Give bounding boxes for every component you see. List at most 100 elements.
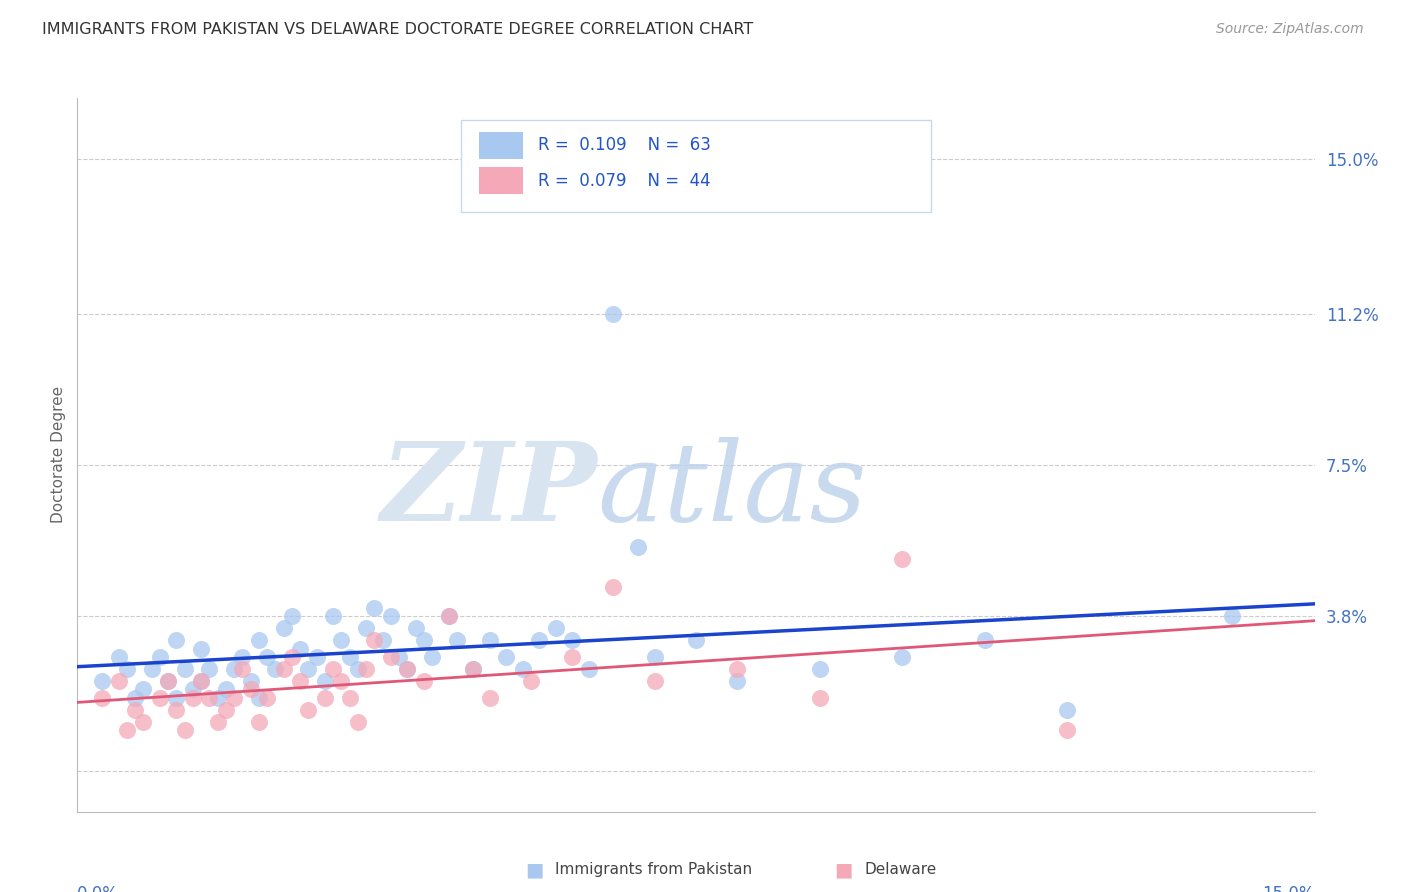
Point xyxy=(1056,703,1078,717)
Point xyxy=(288,641,311,656)
Point xyxy=(207,714,229,729)
Point xyxy=(396,662,419,676)
Point xyxy=(165,633,187,648)
Text: 0.0%: 0.0% xyxy=(77,885,120,892)
Point xyxy=(561,633,583,648)
Point xyxy=(512,662,534,676)
Point xyxy=(396,662,419,676)
Point xyxy=(354,662,377,676)
Point xyxy=(124,703,146,717)
Point xyxy=(437,609,460,624)
Point xyxy=(412,633,434,648)
Point xyxy=(207,690,229,705)
Text: ■: ■ xyxy=(834,860,853,880)
Text: ZIP: ZIP xyxy=(381,437,598,544)
Point xyxy=(141,662,163,676)
Point xyxy=(297,703,319,717)
Point xyxy=(198,690,221,705)
Point xyxy=(222,662,245,676)
Point xyxy=(346,662,368,676)
Point xyxy=(247,690,270,705)
Point xyxy=(363,600,385,615)
Point xyxy=(1220,609,1243,624)
Point xyxy=(281,649,304,664)
Point xyxy=(602,581,624,595)
Point xyxy=(107,674,129,689)
Point xyxy=(165,690,187,705)
Point xyxy=(190,674,212,689)
Point xyxy=(330,633,353,648)
Point xyxy=(388,649,411,664)
Point xyxy=(405,621,427,635)
FancyBboxPatch shape xyxy=(461,120,931,212)
Point xyxy=(478,690,501,705)
Point xyxy=(107,649,129,664)
Point xyxy=(544,621,567,635)
Point xyxy=(157,674,180,689)
Point xyxy=(173,723,195,738)
Point xyxy=(215,703,238,717)
Point xyxy=(578,662,600,676)
Point xyxy=(644,649,666,664)
Point xyxy=(288,674,311,689)
Point xyxy=(115,723,138,738)
Point xyxy=(115,662,138,676)
Point xyxy=(685,633,707,648)
Text: Source: ZipAtlas.com: Source: ZipAtlas.com xyxy=(1216,22,1364,37)
Point xyxy=(124,690,146,705)
Point xyxy=(247,714,270,729)
Point xyxy=(239,682,262,697)
Point xyxy=(627,540,650,554)
Point xyxy=(495,649,517,664)
Point xyxy=(264,662,287,676)
Point xyxy=(273,621,295,635)
Point xyxy=(339,690,361,705)
Text: ■: ■ xyxy=(524,860,544,880)
Point xyxy=(239,674,262,689)
Text: 15.0%: 15.0% xyxy=(1263,885,1315,892)
Point xyxy=(256,690,278,705)
Point xyxy=(973,633,995,648)
Point xyxy=(354,621,377,635)
Point xyxy=(339,649,361,664)
Point xyxy=(281,609,304,624)
Point xyxy=(231,649,253,664)
Point xyxy=(602,307,624,321)
Point xyxy=(725,662,748,676)
Point xyxy=(330,674,353,689)
Point xyxy=(380,649,402,664)
Text: R =  0.079    N =  44: R = 0.079 N = 44 xyxy=(537,172,710,190)
Point xyxy=(273,662,295,676)
Point xyxy=(314,674,336,689)
Point xyxy=(165,703,187,717)
Point xyxy=(91,690,114,705)
Text: R =  0.109    N =  63: R = 0.109 N = 63 xyxy=(537,136,710,154)
Point xyxy=(322,609,344,624)
Point xyxy=(132,714,155,729)
Point xyxy=(363,633,385,648)
Point xyxy=(314,690,336,705)
Point xyxy=(561,649,583,664)
Point xyxy=(132,682,155,697)
Point xyxy=(157,674,180,689)
Point xyxy=(420,649,443,664)
Point xyxy=(380,609,402,624)
Point xyxy=(463,662,485,676)
Point xyxy=(222,690,245,705)
Point xyxy=(247,633,270,648)
Point xyxy=(173,662,195,676)
Point xyxy=(1056,723,1078,738)
Point xyxy=(891,649,914,664)
Point xyxy=(463,662,485,676)
Point xyxy=(644,674,666,689)
Y-axis label: Doctorate Degree: Doctorate Degree xyxy=(51,386,66,524)
Point xyxy=(808,662,831,676)
Point xyxy=(478,633,501,648)
Point xyxy=(346,714,368,729)
Point xyxy=(446,633,468,648)
Point xyxy=(891,552,914,566)
Point xyxy=(231,662,253,676)
Text: IMMIGRANTS FROM PAKISTAN VS DELAWARE DOCTORATE DEGREE CORRELATION CHART: IMMIGRANTS FROM PAKISTAN VS DELAWARE DOC… xyxy=(42,22,754,37)
Point xyxy=(198,662,221,676)
Point xyxy=(305,649,328,664)
